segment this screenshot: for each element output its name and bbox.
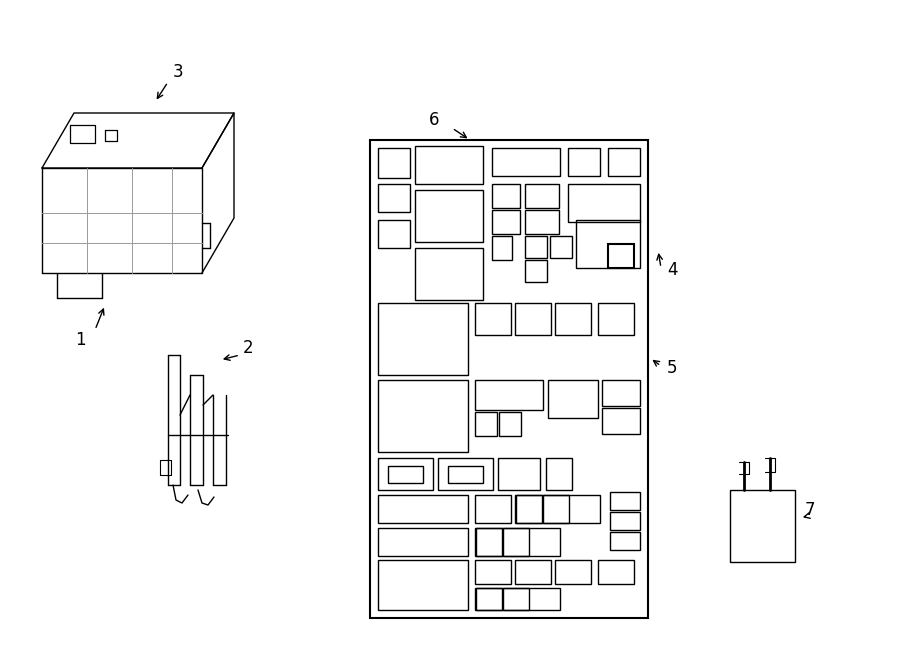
Bar [730, 490, 795, 562]
Bar [602, 380, 640, 406]
Text: 5: 5 [667, 359, 677, 377]
Bar [610, 512, 640, 530]
Bar [516, 495, 542, 523]
Bar [598, 560, 634, 584]
Bar [568, 184, 640, 222]
Bar [415, 248, 483, 300]
Bar [475, 588, 560, 610]
Bar [550, 236, 572, 258]
Bar [476, 528, 502, 556]
Bar [370, 140, 648, 618]
Bar [378, 303, 468, 375]
Bar [598, 303, 634, 335]
Bar [415, 190, 483, 242]
Bar [525, 184, 559, 208]
Bar [378, 495, 468, 523]
Bar [475, 560, 511, 584]
Text: 7: 7 [805, 501, 815, 519]
Bar [515, 303, 551, 335]
Bar [475, 380, 543, 410]
Bar [388, 466, 423, 483]
Bar [492, 148, 560, 176]
Bar [555, 560, 591, 584]
Bar [515, 495, 600, 523]
Bar [548, 380, 598, 418]
Bar [525, 260, 547, 282]
Text: 2: 2 [243, 339, 253, 357]
Bar [499, 412, 521, 436]
Bar [475, 303, 511, 335]
Bar [476, 588, 502, 610]
Bar [378, 380, 468, 452]
Bar [602, 408, 640, 434]
Bar [503, 528, 529, 556]
Bar [438, 458, 493, 490]
Bar [475, 528, 560, 556]
Bar [498, 458, 540, 490]
Text: 6: 6 [428, 111, 439, 129]
Bar [555, 303, 591, 335]
Bar [610, 492, 640, 510]
Bar [378, 184, 410, 212]
Bar [576, 220, 640, 268]
Bar [503, 588, 529, 610]
Bar [525, 210, 559, 234]
Bar [568, 148, 600, 176]
Bar [492, 184, 520, 208]
Bar [415, 146, 483, 184]
Bar [492, 236, 512, 260]
Bar [378, 220, 410, 248]
Bar [546, 458, 572, 490]
Bar [608, 244, 634, 268]
Bar [475, 495, 511, 523]
Bar [378, 458, 433, 490]
Text: 1: 1 [75, 331, 86, 349]
Bar [378, 560, 468, 610]
Bar [525, 236, 547, 258]
Bar [608, 148, 640, 176]
Text: 4: 4 [667, 261, 677, 279]
Bar [448, 466, 483, 483]
Bar [543, 495, 569, 523]
Bar [475, 412, 497, 436]
Bar [378, 148, 410, 178]
Text: 3: 3 [173, 63, 184, 81]
Bar [610, 532, 640, 550]
Bar [492, 210, 520, 234]
Bar [515, 560, 551, 584]
Bar [378, 528, 468, 556]
